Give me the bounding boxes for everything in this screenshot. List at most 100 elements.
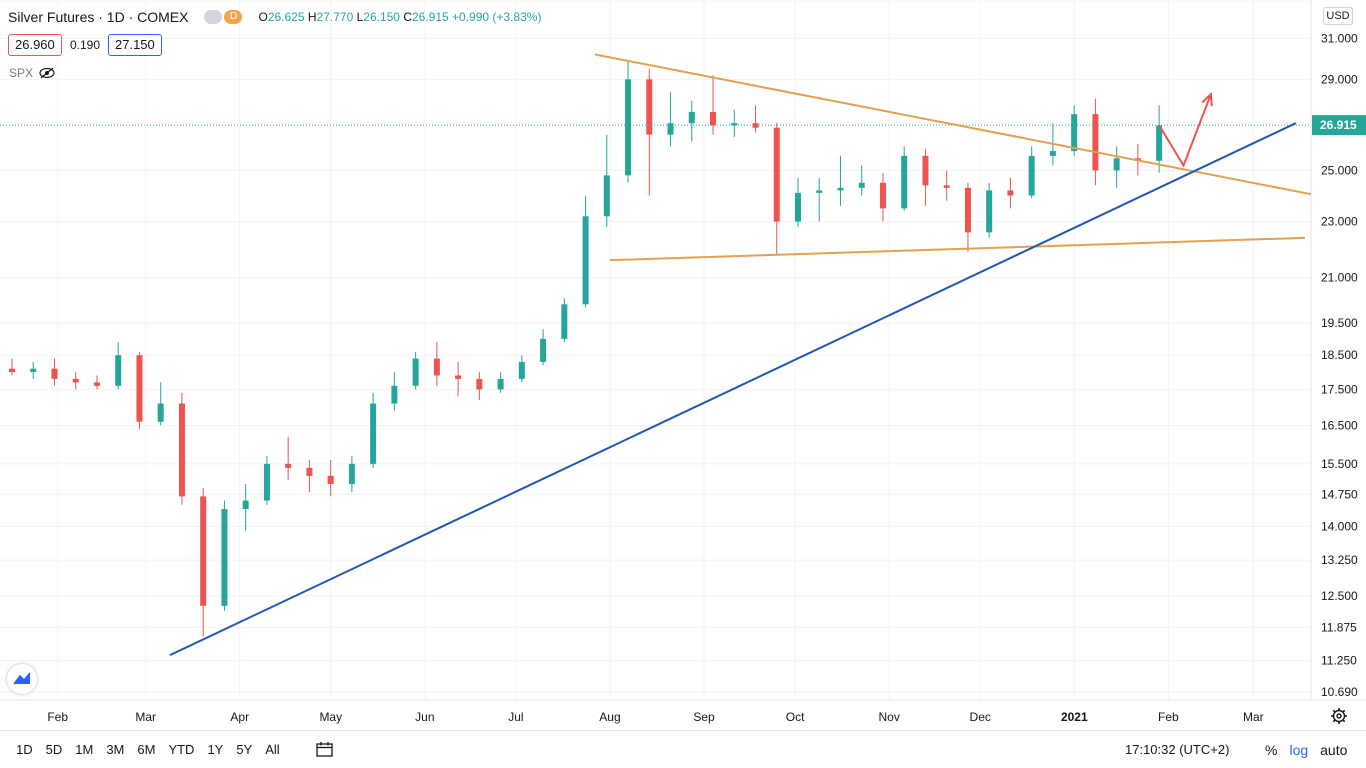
candle-body: [667, 123, 674, 135]
candle-body: [9, 368, 15, 373]
range-button[interactable]: YTD: [168, 742, 195, 757]
candle-body: [964, 187, 971, 233]
last-price-label: 26.915: [1320, 118, 1357, 132]
candle-body: [986, 190, 993, 233]
candle-body: [1156, 125, 1163, 161]
scale-options: % log auto: [1265, 742, 1347, 758]
candle-body: [794, 192, 801, 222]
range-button[interactable]: 1Y: [207, 742, 224, 757]
buy-price-button[interactable]: 27.150: [108, 34, 162, 56]
time-tick-label: Dec: [970, 710, 991, 724]
candle-body: [858, 182, 865, 188]
time-tick-label: Apr: [230, 710, 249, 724]
hidden-eye-icon[interactable]: [39, 67, 55, 79]
sell-price-button[interactable]: 26.960: [8, 34, 62, 56]
price-tick-label: 19.500: [1321, 316, 1358, 330]
candle-body: [1113, 158, 1120, 171]
candle-body: [901, 155, 908, 209]
candle-body: [115, 355, 122, 386]
candle-body: [327, 475, 334, 484]
range-button[interactable]: 3M: [106, 742, 125, 757]
range-button[interactable]: 5Y: [236, 742, 253, 757]
last-price-marker: [1312, 115, 1366, 136]
candle-body: [221, 509, 228, 606]
auto-scale-toggle[interactable]: auto: [1320, 742, 1348, 758]
price-tick-label: 25.000: [1321, 163, 1358, 177]
candle-body: [476, 378, 483, 390]
range-button[interactable]: All: [265, 742, 280, 757]
candle-body: [200, 496, 207, 606]
candle-body: [582, 216, 589, 305]
price-tick-label: 14.750: [1321, 487, 1358, 501]
candle-body: [263, 463, 270, 501]
time-tick-label: Oct: [786, 710, 805, 724]
time-tick-label: Feb: [47, 710, 68, 724]
candle-body: [518, 361, 525, 379]
price-tick-label: 29.000: [1321, 72, 1358, 86]
date-range-selector: 1D 5D 1M 3M 6M YTD 1Y 5Y All: [16, 742, 280, 757]
range-button[interactable]: 6M: [137, 742, 156, 757]
candle-body: [306, 467, 313, 476]
currency-badge[interactable]: USD: [1323, 7, 1353, 25]
time-tick-label: Mar: [135, 710, 156, 724]
price-tick-label: 21.000: [1321, 270, 1358, 284]
symbol-title[interactable]: Silver Futures · 1D · COMEX: [8, 9, 189, 25]
candle-body: [30, 368, 37, 373]
candle-body: [943, 185, 950, 188]
ohlc-values: O26.625 H27.770 L26.150 C26.915 +0.990 (…: [258, 10, 542, 24]
timezone-clock[interactable]: 17:10:32 (UTC+2): [1125, 742, 1230, 757]
time-tick-label: Jul: [508, 710, 523, 724]
projection-arrow: [1158, 93, 1212, 168]
go-to-date-calendar-icon[interactable]: [316, 741, 334, 757]
compare-symbol-label: SPX: [9, 66, 34, 80]
candle-body: [1007, 190, 1014, 196]
candle-body: [93, 382, 100, 386]
candle-body: [561, 304, 568, 339]
price-tick-label: 13.250: [1321, 553, 1358, 567]
percent-scale-toggle[interactable]: %: [1265, 742, 1278, 758]
range-button[interactable]: 1D: [16, 742, 33, 757]
trendline-lower-support: [609, 236, 1305, 262]
candle-body: [285, 463, 292, 468]
candle-body: [837, 187, 844, 191]
chart-settings-gear-icon[interactable]: [1330, 707, 1348, 725]
candle-body: [646, 79, 653, 135]
candle-body: [1092, 114, 1099, 171]
tradingview-logo-icon[interactable]: [7, 664, 37, 694]
price-tick-label: 15.500: [1321, 457, 1358, 471]
time-tick-label: Nov: [879, 710, 900, 724]
candle-body: [688, 111, 695, 124]
log-scale-toggle[interactable]: log: [1289, 742, 1309, 758]
candle-body: [879, 182, 886, 209]
delayed-data-badge[interactable]: D: [224, 10, 243, 24]
candle-body: [455, 375, 462, 379]
candle-body: [540, 338, 547, 362]
candle-body: [731, 123, 738, 126]
range-button[interactable]: 1M: [75, 742, 94, 757]
range-button[interactable]: 5D: [45, 742, 63, 757]
time-tick-label: Mar: [1243, 710, 1264, 724]
candle-body: [178, 403, 185, 497]
candle-body: [603, 175, 610, 217]
price-tick-label: 12.500: [1321, 589, 1358, 603]
price-chart[interactable]: 10.690 11.250 11.875 12.500 13.250 14.000 14.7…: [0, 0, 1366, 730]
projection-arrowhead: [1201, 92, 1213, 107]
candle-body: [773, 127, 780, 222]
candle-body: [136, 355, 143, 422]
price-tick-label: 16.500: [1321, 418, 1358, 432]
compare-symbol-row: SPX: [9, 66, 55, 80]
price-tick-label: 14.000: [1321, 519, 1358, 533]
price-tick-label: 10.690: [1321, 685, 1358, 699]
trendline-rising-support: [169, 122, 1297, 657]
candle-body: [348, 463, 355, 484]
price-tick-label: 23.000: [1321, 215, 1358, 229]
bottom-toolbar: 1D 5D 1M 3M 6M YTD 1Y 5Y All 17:10:32 (UTC+2) % …: [0, 730, 1366, 768]
price-tick-label: 18.500: [1321, 348, 1358, 362]
time-tick-label: May: [319, 710, 342, 724]
spread-value: 0.190: [70, 38, 101, 52]
candle-body: [370, 403, 377, 464]
time-tick-label: Feb: [1158, 710, 1179, 724]
candle-body: [497, 378, 504, 390]
status-dot-icon: [204, 10, 223, 24]
candle-body: [1071, 114, 1078, 152]
